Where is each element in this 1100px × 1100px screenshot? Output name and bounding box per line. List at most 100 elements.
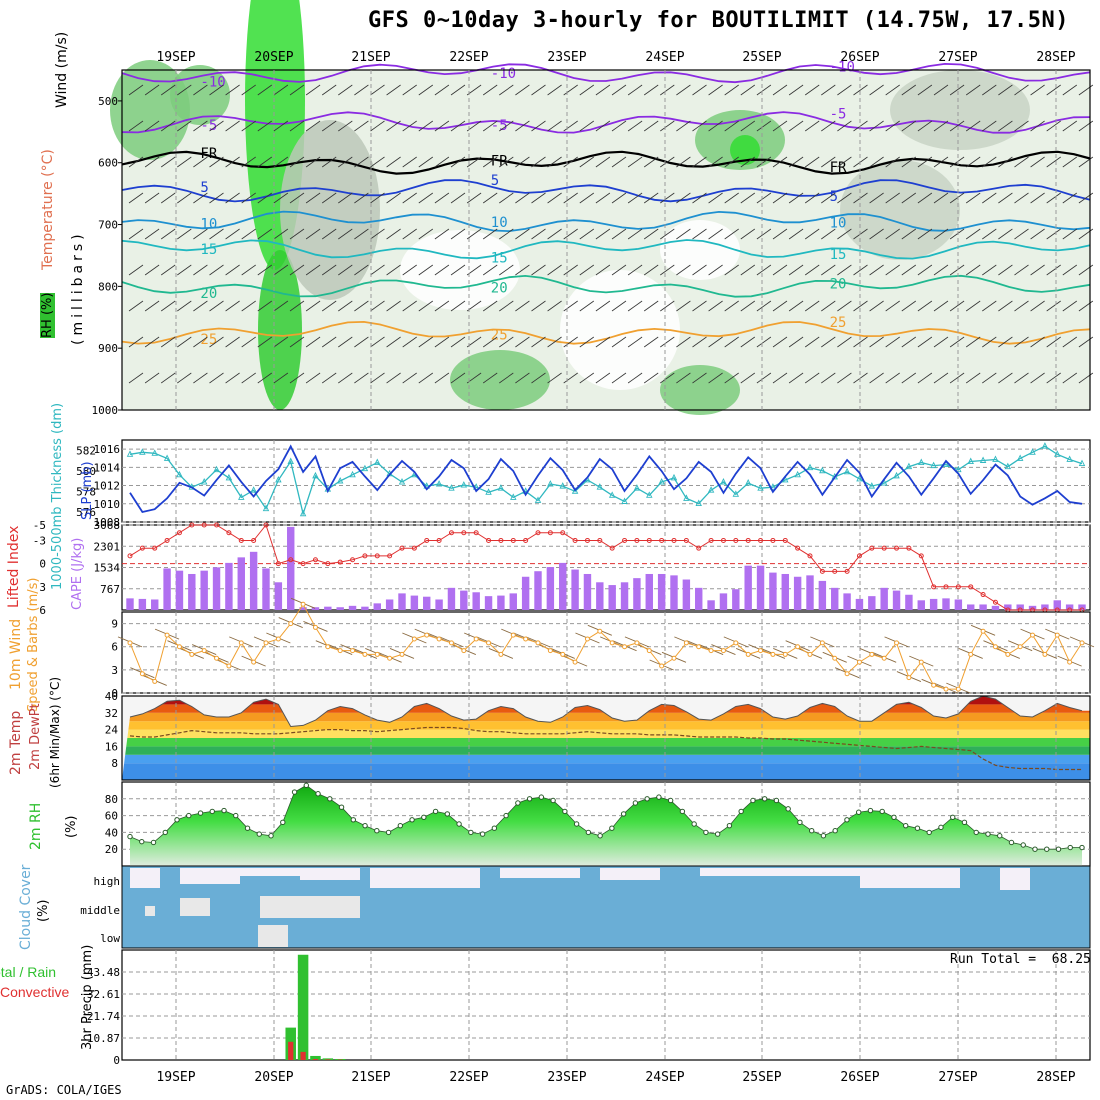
temp-band	[122, 763, 1090, 780]
lifted-index-point	[176, 530, 182, 536]
isotherm-label: -10	[491, 66, 516, 82]
wind-barb	[579, 228, 595, 240]
lifted-index-point	[720, 537, 726, 543]
wind-barb	[289, 228, 305, 240]
wind-barb	[160, 336, 176, 348]
wind-barb	[563, 192, 578, 204]
cape-bar	[744, 565, 752, 610]
wind-speed-point	[968, 651, 974, 657]
wind-barb	[144, 228, 160, 240]
wind-speed-point	[609, 640, 615, 646]
wind-barb	[949, 336, 965, 348]
wind-speed-point	[275, 636, 281, 642]
thickness-point	[683, 494, 690, 501]
panel-frame	[121, 695, 1091, 781]
thickness-point	[695, 499, 702, 506]
wind-barb	[241, 300, 256, 312]
lifted-index-point	[498, 537, 504, 543]
wind-barb	[273, 264, 289, 276]
thickness-point	[868, 482, 876, 489]
wind-barb	[885, 84, 900, 96]
wind-barb	[1046, 156, 1061, 168]
cape-bar	[670, 575, 678, 610]
wind-barb	[1062, 300, 1078, 312]
wind-barb	[821, 192, 836, 204]
wind-barb	[611, 120, 627, 132]
rh-point	[256, 831, 262, 837]
wind-barb	[370, 228, 385, 240]
wind-barb	[563, 228, 578, 240]
rh-point	[773, 797, 780, 804]
wind-barb	[933, 120, 949, 132]
lifted-index-point	[486, 537, 492, 543]
wind-barb	[144, 120, 160, 132]
thickness-point	[782, 475, 789, 483]
wind-barb	[611, 372, 627, 384]
wind-barb	[515, 192, 530, 204]
lifted-index-point	[683, 537, 689, 543]
wind-barb	[209, 300, 224, 312]
wind-barb	[611, 156, 627, 168]
thickness-point	[707, 486, 715, 493]
lifted-index-point	[238, 537, 244, 543]
wind-barb	[949, 192, 965, 204]
wind-barb	[788, 228, 804, 240]
rh-point	[221, 807, 227, 814]
wind-barb	[193, 120, 208, 132]
pressure-tick: 800	[98, 280, 118, 293]
wind-barb	[515, 264, 530, 276]
rh-point	[197, 810, 204, 816]
wind-barb	[1046, 192, 1061, 204]
wind10m-label: 10m Wind	[8, 618, 24, 690]
lifted-index-point	[535, 530, 541, 536]
wind-barb	[692, 336, 707, 348]
isotherm-line	[121, 239, 1091, 260]
wind-barb	[611, 84, 627, 96]
cape-bar	[818, 580, 827, 610]
wind-barb	[804, 192, 820, 204]
cloud-level-label: high	[94, 875, 121, 888]
wind-barb	[257, 264, 273, 276]
wind-barb	[160, 372, 176, 384]
lifted-index-point	[646, 537, 652, 543]
isotherm-label: 25	[200, 332, 217, 348]
wind-barb	[450, 84, 466, 96]
wind-barb	[660, 120, 675, 132]
thickness-point	[176, 470, 183, 478]
isotherm-line	[121, 274, 1091, 298]
precip-tick: 21.74	[87, 1010, 120, 1023]
wind-barb	[708, 372, 723, 384]
wind-barb	[128, 264, 144, 276]
lifted-index-point	[832, 568, 838, 574]
wind-barb	[128, 336, 144, 348]
wind-barb	[289, 84, 305, 96]
wind-barb	[965, 372, 981, 384]
wind-barb	[193, 84, 208, 96]
wind-barb	[772, 300, 788, 312]
wind-barb	[853, 84, 868, 96]
rh-point	[891, 814, 897, 820]
cloud-gap	[180, 868, 240, 884]
cape-bar	[991, 605, 1000, 610]
wind-barb	[901, 228, 917, 240]
date-label-bottom: 20SEP	[254, 1070, 293, 1085]
rh-shade	[280, 120, 380, 300]
temp-tick: 16	[105, 740, 118, 753]
lifted-index-point	[819, 568, 825, 574]
cape-bar	[497, 595, 505, 610]
wind-barb	[692, 84, 707, 96]
wind-speed-point	[139, 671, 145, 677]
temp-band	[122, 721, 1090, 730]
wind-barb	[676, 300, 691, 312]
isotherm-label: 15	[830, 247, 847, 263]
thickness-point	[262, 504, 270, 512]
lifted-index-point	[164, 537, 170, 543]
rh-point	[855, 809, 862, 815]
cape-bar	[967, 604, 975, 610]
precip-total-bar	[334, 1058, 346, 1060]
rh-point	[538, 794, 545, 800]
wind-barb	[837, 228, 852, 240]
page-title: GFS 0~10day 3-hourly for BOUTILIMIT (14.…	[368, 8, 1070, 33]
lifted-index-point	[127, 553, 133, 559]
cloud-gap	[145, 906, 155, 916]
